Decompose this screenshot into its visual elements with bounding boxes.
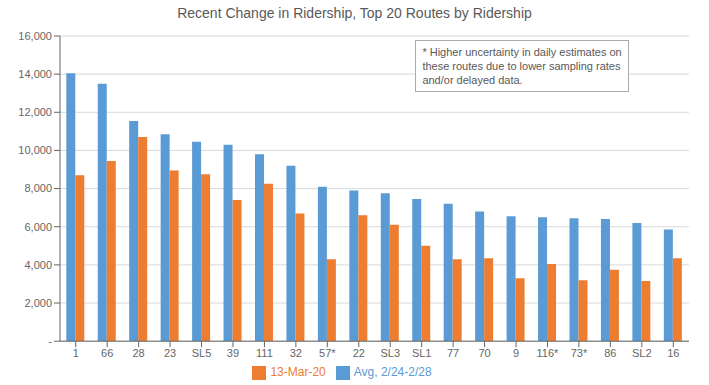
svg-text:23: 23 <box>164 347 176 359</box>
svg-text:39: 39 <box>227 347 239 359</box>
html-text:* Higher uncertainty in daily: * Higher uncertainty in daily estimates … <box>422 46 622 86</box>
svg-text:32: 32 <box>290 347 302 359</box>
svg-text:8,000: 8,000 <box>24 182 52 194</box>
svg-text:14,000: 14,000 <box>18 68 52 80</box>
svg-text:57*: 57* <box>319 347 336 359</box>
svg-text:9: 9 <box>513 347 519 359</box>
svg-text:4,000: 4,000 <box>24 259 52 271</box>
svg-text:SL1: SL1 <box>412 347 432 359</box>
svg-text:16: 16 <box>667 347 679 359</box>
html-text:Recent Change in Ridership, To: Recent Change in Ridership, Top 20 Route… <box>177 5 532 21</box>
svg-text:66: 66 <box>101 347 113 359</box>
svg-text:16,000: 16,000 <box>18 30 52 42</box>
svg-text:86: 86 <box>604 347 616 359</box>
svg-text:SL2: SL2 <box>632 347 652 359</box>
svg-text:6,000: 6,000 <box>24 221 52 233</box>
svg-text:SL3: SL3 <box>380 347 400 359</box>
svg-text:70: 70 <box>478 347 490 359</box>
svg-text:77: 77 <box>447 347 459 359</box>
html-text:13-Mar-20: 13-Mar-20 <box>270 365 326 380</box>
svg-text:111: 111 <box>256 347 273 359</box>
svg-text:12,000: 12,000 <box>18 106 52 118</box>
svg-text:1: 1 <box>73 347 79 359</box>
svg-text:2,000: 2,000 <box>24 297 52 309</box>
svg-text:28: 28 <box>133 347 145 359</box>
svg-text:73*: 73* <box>571 347 588 359</box>
svg-text:10,000: 10,000 <box>18 144 52 156</box>
svg-text:22: 22 <box>353 347 365 359</box>
svg-text:116*: 116* <box>537 347 560 359</box>
svg-text:-: - <box>48 335 52 347</box>
html-text:Avg, 2/24-2/28: Avg, 2/24-2/28 <box>353 365 432 380</box>
svg-text:SL5: SL5 <box>192 347 212 359</box>
